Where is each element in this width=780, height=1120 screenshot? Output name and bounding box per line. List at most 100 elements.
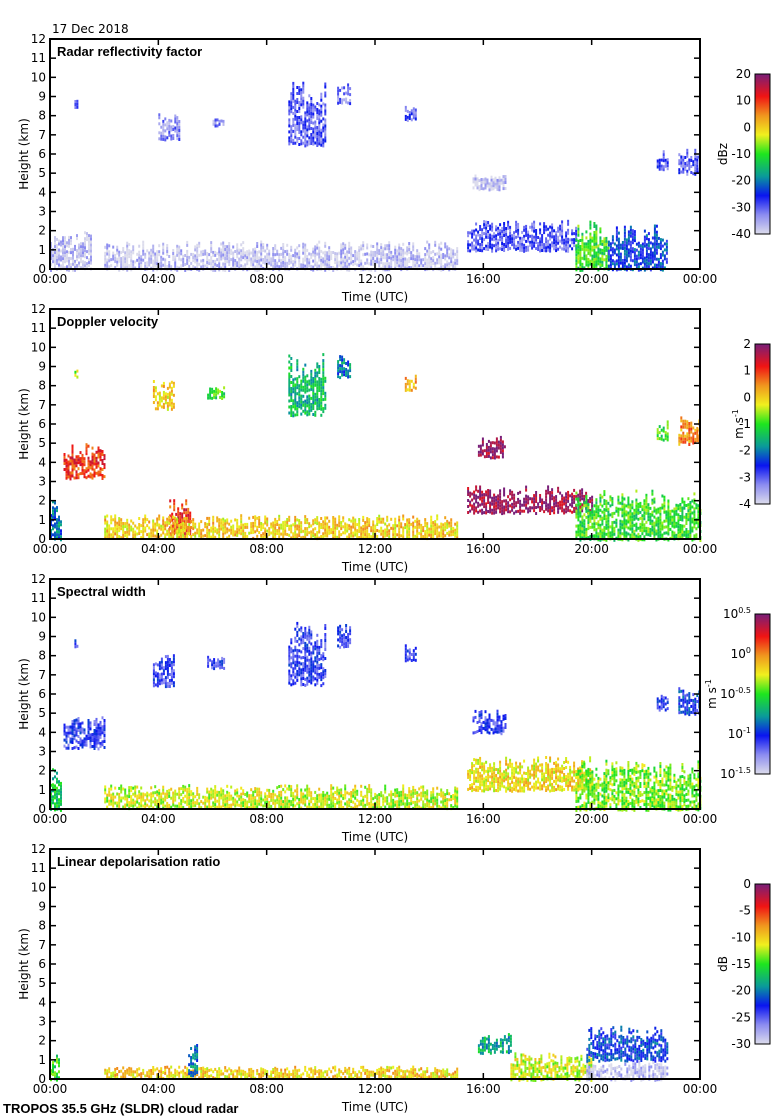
- heatmap-cell: [292, 411, 295, 415]
- heatmap-cell: [370, 244, 373, 248]
- heatmap-cell: [170, 527, 173, 531]
- heatmap-cell: [154, 252, 157, 256]
- heatmap-cell: [306, 257, 309, 261]
- heatmap-cell: [348, 247, 351, 251]
- heatmap-cell: [337, 372, 340, 376]
- heatmap-cell: [647, 244, 650, 248]
- heatmap-cell: [72, 268, 74, 272]
- heatmap-cell: [551, 226, 554, 230]
- heatmap-cell: [669, 527, 672, 531]
- heatmap-cell: [673, 510, 676, 514]
- heatmap-cell: [302, 400, 305, 404]
- heatmap-cell: [589, 238, 592, 242]
- heatmap-cell: [404, 376, 407, 380]
- heatmap-cell: [208, 519, 211, 523]
- heatmap-cell: [322, 362, 325, 366]
- plot-frame: [49, 38, 701, 270]
- heatmap-cell: [615, 506, 618, 510]
- heatmap-cell: [384, 522, 387, 526]
- heatmap-cell: [412, 260, 415, 264]
- heatmap-cell: [593, 234, 596, 237]
- heatmap-cell: [685, 534, 688, 537]
- heatmap-cell: [152, 531, 155, 535]
- heatmap-cell: [627, 505, 630, 509]
- heatmap-cell: [481, 443, 484, 447]
- heatmap-cell: [328, 249, 331, 253]
- heatmap-cell: [687, 509, 690, 513]
- heatmap-cell: [106, 252, 109, 256]
- heatmap-cell: [467, 246, 470, 250]
- heatmap-cell: [88, 264, 90, 268]
- heatmap-cell: [274, 265, 277, 269]
- heatmap-cell: [296, 92, 299, 95]
- heatmap-cell: [615, 247, 618, 251]
- heatmap-cell: [675, 524, 678, 528]
- heatmap-cell: [611, 241, 614, 245]
- heatmap-cell: [503, 490, 506, 494]
- heatmap-cell: [499, 489, 502, 493]
- heatmap-cell: [573, 244, 576, 248]
- heatmap-cell: [557, 510, 560, 514]
- heatmap-cell: [599, 526, 602, 530]
- heatmap-cell: [593, 237, 596, 240]
- heatmap-cell: [623, 530, 626, 534]
- heatmap-cell: [681, 506, 684, 510]
- heatmap-cell: [134, 530, 137, 534]
- heatmap-cell: [168, 397, 171, 401]
- heatmap-cell: [190, 526, 193, 529]
- heatmap-cell: [519, 242, 522, 246]
- heatmap-feature: [656, 150, 669, 172]
- heatmap-cell: [258, 525, 261, 528]
- heatmap-cell: [178, 126, 181, 129]
- heatmap-cell: [649, 518, 652, 522]
- heatmap-cell: [352, 254, 355, 258]
- heatmap-cell: [684, 162, 687, 165]
- heatmap-cell: [609, 495, 612, 499]
- heatmap-cell: [350, 519, 353, 523]
- heatmap-cell: [162, 396, 165, 400]
- heatmap-cell: [282, 530, 285, 534]
- heatmap-cell: [215, 387, 218, 391]
- heatmap-cell: [390, 253, 393, 257]
- heatmap-cell: [501, 245, 504, 248]
- heatmap-cell: [310, 139, 313, 142]
- heatmap-cell: [684, 165, 687, 168]
- heatmap-cell: [302, 388, 305, 392]
- heatmap-cell: [651, 492, 654, 496]
- heatmap-cell: [322, 368, 325, 372]
- heatmap-cell: [406, 118, 409, 122]
- heatmap-cell: [525, 506, 528, 510]
- heatmap-cell: [182, 254, 185, 258]
- heatmap-cell: [187, 507, 190, 511]
- heatmap-cell: [354, 530, 357, 534]
- heatmap-cell: [310, 118, 313, 121]
- heatmap-cell: [142, 518, 145, 522]
- heatmap-cell: [97, 464, 100, 468]
- heatmap-cell: [172, 521, 175, 525]
- heatmap-cell: [338, 536, 341, 540]
- heatmap-cell: [607, 501, 610, 505]
- heatmap-cell: [72, 256, 74, 260]
- heatmap-cell: [128, 529, 131, 533]
- heatmap-cell: [617, 255, 620, 259]
- heatmap-cell: [65, 461, 68, 465]
- heatmap-cell: [573, 232, 576, 236]
- heatmap-cell: [657, 260, 660, 264]
- heatmap-cell: [314, 383, 317, 387]
- heatmap-cell: [396, 524, 399, 528]
- heatmap-cell: [152, 380, 155, 383]
- heatmap-cell: [507, 244, 510, 248]
- heatmap-cell: [396, 252, 399, 256]
- heatmap-cell: [160, 524, 163, 528]
- heatmap-cell: [52, 254, 54, 258]
- heatmap-cell: [288, 256, 291, 259]
- heatmap-cell: [184, 516, 187, 520]
- heatmap-cell: [204, 525, 207, 529]
- heatmap-cell: [316, 386, 319, 390]
- heatmap-cell: [106, 532, 109, 536]
- heatmap-cell: [179, 518, 182, 522]
- heatmap-cell: [202, 252, 205, 256]
- heatmap-cell: [150, 531, 153, 535]
- heatmap-cell: [56, 521, 58, 525]
